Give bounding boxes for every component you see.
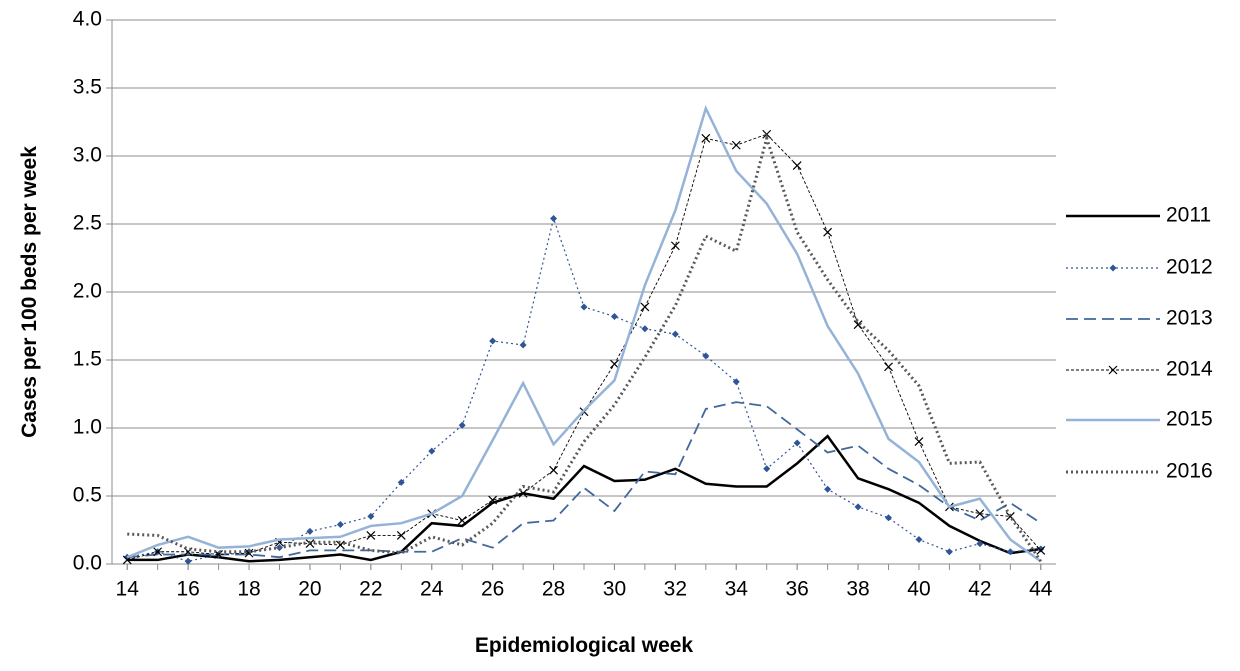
- marker: [763, 465, 771, 473]
- marker: [670, 241, 680, 251]
- x-tick-label: 38: [846, 578, 869, 601]
- series: [127, 434, 1041, 563]
- marker: [853, 320, 863, 330]
- marker: [153, 547, 163, 557]
- x-tick-label: 30: [603, 578, 626, 601]
- marker: [885, 514, 893, 522]
- marker: [854, 503, 862, 511]
- marker: [914, 437, 924, 447]
- marker: [793, 439, 801, 447]
- marker: [884, 362, 893, 372]
- x-tick-label: 20: [298, 578, 321, 601]
- marker: [244, 548, 254, 558]
- y-tick-label: 2.5: [73, 212, 102, 235]
- x-tick-label: 22: [359, 578, 382, 601]
- marker: [671, 330, 679, 338]
- marker: [823, 227, 833, 237]
- x-tick-label: 32: [664, 578, 687, 601]
- y-tick-label: 3.0: [73, 144, 102, 167]
- marker: [610, 359, 619, 369]
- series-line: [127, 133, 1043, 563]
- x-tick-label: 44: [1029, 578, 1053, 601]
- series: [122, 129, 1046, 565]
- marker: [1108, 365, 1118, 375]
- legend-label: 2013: [1166, 307, 1213, 330]
- legend-label: 2015: [1166, 408, 1213, 431]
- marker: [1109, 264, 1117, 272]
- marker: [824, 485, 832, 493]
- marker: [1036, 545, 1046, 555]
- marker: [184, 557, 192, 565]
- y-tick-label: 1.0: [73, 416, 102, 439]
- marker: [640, 302, 650, 312]
- marker: [580, 303, 588, 311]
- series-line: [126, 104, 1042, 563]
- series: [126, 104, 1042, 563]
- marker: [945, 548, 953, 556]
- y-tick-label: 2.0: [73, 280, 102, 303]
- legend-label: 2012: [1166, 256, 1213, 279]
- series: [123, 215, 1045, 565]
- y-tick-label: 3.5: [73, 76, 102, 99]
- series-line: [127, 434, 1041, 563]
- marker: [975, 509, 985, 519]
- x-axis-title: Epidemiological week: [475, 634, 694, 657]
- x-tick-label: 34: [725, 578, 749, 601]
- y-tick-label: 0.5: [73, 484, 102, 507]
- marker: [367, 512, 375, 520]
- marker: [396, 531, 406, 540]
- marker: [519, 341, 527, 349]
- marker: [489, 337, 497, 345]
- x-tick-label: 42: [968, 578, 991, 601]
- marker: [488, 495, 498, 505]
- marker: [550, 215, 558, 223]
- marker: [428, 447, 436, 455]
- marker: [731, 140, 741, 150]
- y-axis-title: Cases per 100 beds per week: [18, 146, 41, 438]
- marker: [915, 536, 923, 544]
- marker: [306, 527, 314, 535]
- series: [127, 401, 1042, 559]
- marker: [397, 478, 405, 486]
- x-tick-label: 28: [542, 578, 565, 601]
- marker: [335, 540, 345, 550]
- marker: [1006, 548, 1014, 556]
- x-tick-label: 14: [116, 578, 140, 601]
- legend-label: 2011: [1166, 204, 1211, 227]
- marker: [792, 161, 802, 170]
- series-line: [127, 401, 1042, 559]
- y-tick-label: 4.0: [73, 8, 102, 31]
- x-tick-label: 18: [237, 578, 260, 601]
- marker: [457, 516, 467, 525]
- x-tick-label: 16: [176, 578, 199, 601]
- marker: [336, 521, 344, 529]
- legend-label: 2014: [1166, 358, 1213, 381]
- marker: [366, 531, 376, 540]
- marker: [458, 421, 466, 429]
- marker: [610, 312, 618, 320]
- marker: [549, 465, 558, 475]
- marker: [732, 378, 740, 386]
- x-tick-label: 24: [420, 578, 444, 601]
- series: [127, 133, 1043, 563]
- series-line: [127, 216, 1041, 562]
- marker: [641, 325, 649, 333]
- x-tick-label: 36: [785, 578, 808, 601]
- y-tick-label: 1.5: [73, 348, 102, 371]
- marker: [702, 352, 710, 360]
- legend-label: 2016: [1166, 460, 1213, 483]
- x-tick-label: 26: [481, 578, 504, 601]
- marker: [701, 133, 711, 143]
- x-tick-label: 40: [907, 578, 930, 601]
- y-tick-label: 0.0: [73, 552, 102, 575]
- marker: [1037, 545, 1045, 553]
- marker: [976, 540, 984, 548]
